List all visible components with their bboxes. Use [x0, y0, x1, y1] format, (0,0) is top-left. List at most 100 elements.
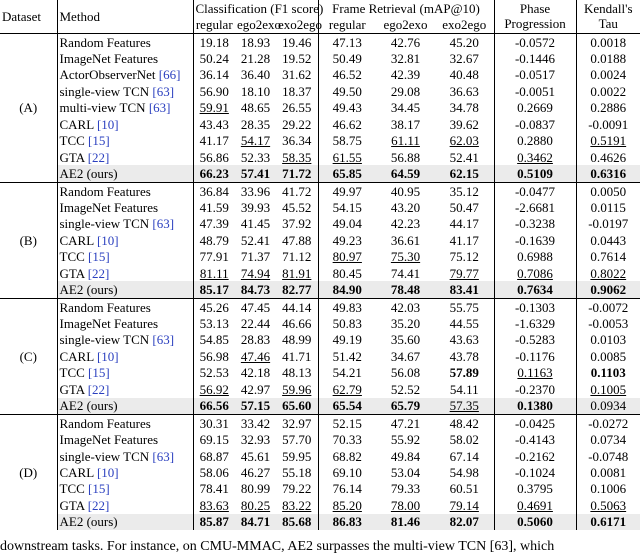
value-cell: 36.84 [192, 181, 235, 200]
value-cell: 35.20 [390, 316, 421, 332]
value-text: 65.85 [332, 166, 362, 182]
value-cell: -0.1639 [493, 232, 577, 249]
value-cell: 21.28 [240, 51, 271, 67]
value-cell: -0.0197 [575, 215, 640, 233]
value-cell: 32.93 [240, 432, 271, 448]
value-cell: 52.52 [390, 381, 421, 397]
method-cell: AE2 (ours) [56, 165, 193, 183]
citation: [63] [152, 332, 175, 348]
method-name: single-view TCN [59, 448, 150, 464]
table-row: ActorObserverNet [66] 36.14 36.40 31.62 46.5… [0, 66, 640, 84]
header-line: Progression [504, 16, 566, 32]
value-cell: 41.17 [449, 232, 479, 248]
method-cell: ActorObserverNet [66] [56, 66, 193, 84]
value-cell: 45.52 [282, 199, 312, 215]
value-text: 57.35 [449, 398, 479, 414]
value-cell: 0.3795 [493, 480, 577, 498]
value-cell: 0.0115 [575, 199, 640, 216]
value-text: 80.25 [240, 497, 271, 513]
table-row: single-view TCN [63] 54.85 28.83 48.99 49.19… [0, 331, 640, 349]
value-text: 85.20 [332, 497, 362, 513]
citation: [15] [88, 481, 110, 497]
table-row: CARL [10] 48.79 52.41 47.88 49.23 36.61 41.17-… [0, 232, 640, 249]
value-text: 66.23 [199, 166, 229, 182]
value-cell: 48.65 [240, 100, 271, 116]
value-cell: 62.79 [317, 381, 377, 398]
header-subcol: ego2exo [383, 17, 428, 33]
table-row: TCC [15] 77.91 71.37 71.12 80.97 75.30 75.12 0.… [0, 248, 640, 265]
value-cell: 49.19 [317, 331, 377, 349]
value-cell: 0.5063 [575, 497, 640, 514]
value-cell: 32.81 [390, 51, 421, 67]
value-cell: 66.23 [192, 165, 235, 183]
value-text: 80.97 [332, 249, 362, 265]
value-cell: 60.51 [449, 481, 479, 497]
value-text: 59.91 [199, 100, 229, 116]
value-text: 0.3462 [517, 149, 553, 165]
table-row: (D) Random Features 30.31 33.42 32.97 52.15 47… [0, 413, 640, 530]
value-cell: 19.46 [276, 32, 319, 51]
value-cell: 0.3462 [493, 148, 577, 166]
value-cell: 65.60 [276, 397, 319, 415]
value-cell: 64.59 [376, 165, 436, 183]
header-cell: Method [56, 0, 193, 34]
dataset-cell: (C) [0, 297, 57, 415]
value-text: 0.9062 [590, 282, 627, 298]
value-text: 71.72 [282, 166, 312, 182]
value-cell: -0.4143 [493, 431, 577, 448]
value-cell: 75.30 [376, 249, 435, 265]
value-text: 84.73 [240, 282, 271, 298]
table-row: ImageNet Features 69.15 32.93 57.70 70.33 55.… [0, 431, 640, 448]
value-cell: 47.13 [317, 32, 377, 51]
method-cell: Random Features [56, 181, 193, 200]
value-text: 86.83 [332, 514, 362, 530]
header-subcol: exo2ego [442, 17, 487, 33]
dataset-cell: (A) [0, 32, 57, 183]
dataset-cell: (B) [0, 181, 57, 299]
value-cell: 40.48 [449, 67, 479, 83]
header-subcol: regular [317, 16, 377, 34]
results-table: Dataset Method Classification (F1 score) Fr… [0, 0, 640, 530]
value-cell: -0.2370 [493, 381, 577, 398]
value-text: 79.77 [449, 265, 479, 281]
value-text: 0.1103 [590, 365, 626, 381]
table-row: single-view TCN [63] 56.90 18.10 18.37 49.50… [0, 83, 640, 100]
value-cell: 39.93 [240, 199, 271, 215]
value-cell: 54.85 [192, 331, 235, 349]
value-text: 64.59 [390, 166, 421, 182]
value-cell: -0.0072 [575, 297, 640, 316]
value-cell: 0.1103 [575, 364, 640, 382]
value-cell: 77.91 [192, 248, 235, 265]
header-cell: Dataset [2, 8, 41, 24]
method-cell: CARL [10] [56, 232, 193, 249]
table-row: AE2 (ours) 66.56 57.15 65.60 65.54 65.79 57.35… [0, 397, 640, 415]
value-cell: 35.60 [390, 332, 421, 348]
table-row: single-view TCN [63] 68.87 45.61 59.95 68.82… [0, 447, 640, 465]
value-cell: 0.6988 [493, 248, 577, 265]
value-cell: 0.2880 [493, 132, 577, 149]
table-row: TCC [15] 41.17 54.17 36.34 58.75 61.11 62.03 0.… [0, 132, 640, 149]
value-cell: -0.0517 [493, 66, 577, 84]
value-cell: 57.89 [435, 365, 494, 381]
value-cell: 0.0085 [575, 348, 640, 365]
value-cell: 33.96 [235, 181, 276, 200]
value-cell: 46.52 [317, 66, 377, 84]
value-cell: 56.90 [192, 83, 235, 100]
value-text: 0.6316 [590, 166, 627, 182]
value-text: 62.79 [332, 381, 362, 397]
citation: [15] [88, 365, 110, 381]
value-cell: 43.78 [449, 348, 479, 364]
value-cell: 49.97 [317, 181, 377, 200]
citation: [15] [88, 133, 110, 149]
value-text: 78.48 [390, 282, 421, 298]
value-cell: 54.15 [317, 199, 377, 216]
value-cell: 54.21 [317, 364, 377, 382]
value-text: 83.63 [199, 497, 229, 513]
value-cell: 59.91 [192, 99, 235, 117]
value-cell: 47.45 [235, 297, 276, 316]
value-cell: 45.26 [192, 297, 235, 316]
value-cell: 50.47 [449, 199, 479, 215]
value-cell: 41.71 [282, 348, 312, 364]
value-cell: 22.44 [240, 316, 271, 332]
value-cell: 42.23 [390, 216, 421, 232]
